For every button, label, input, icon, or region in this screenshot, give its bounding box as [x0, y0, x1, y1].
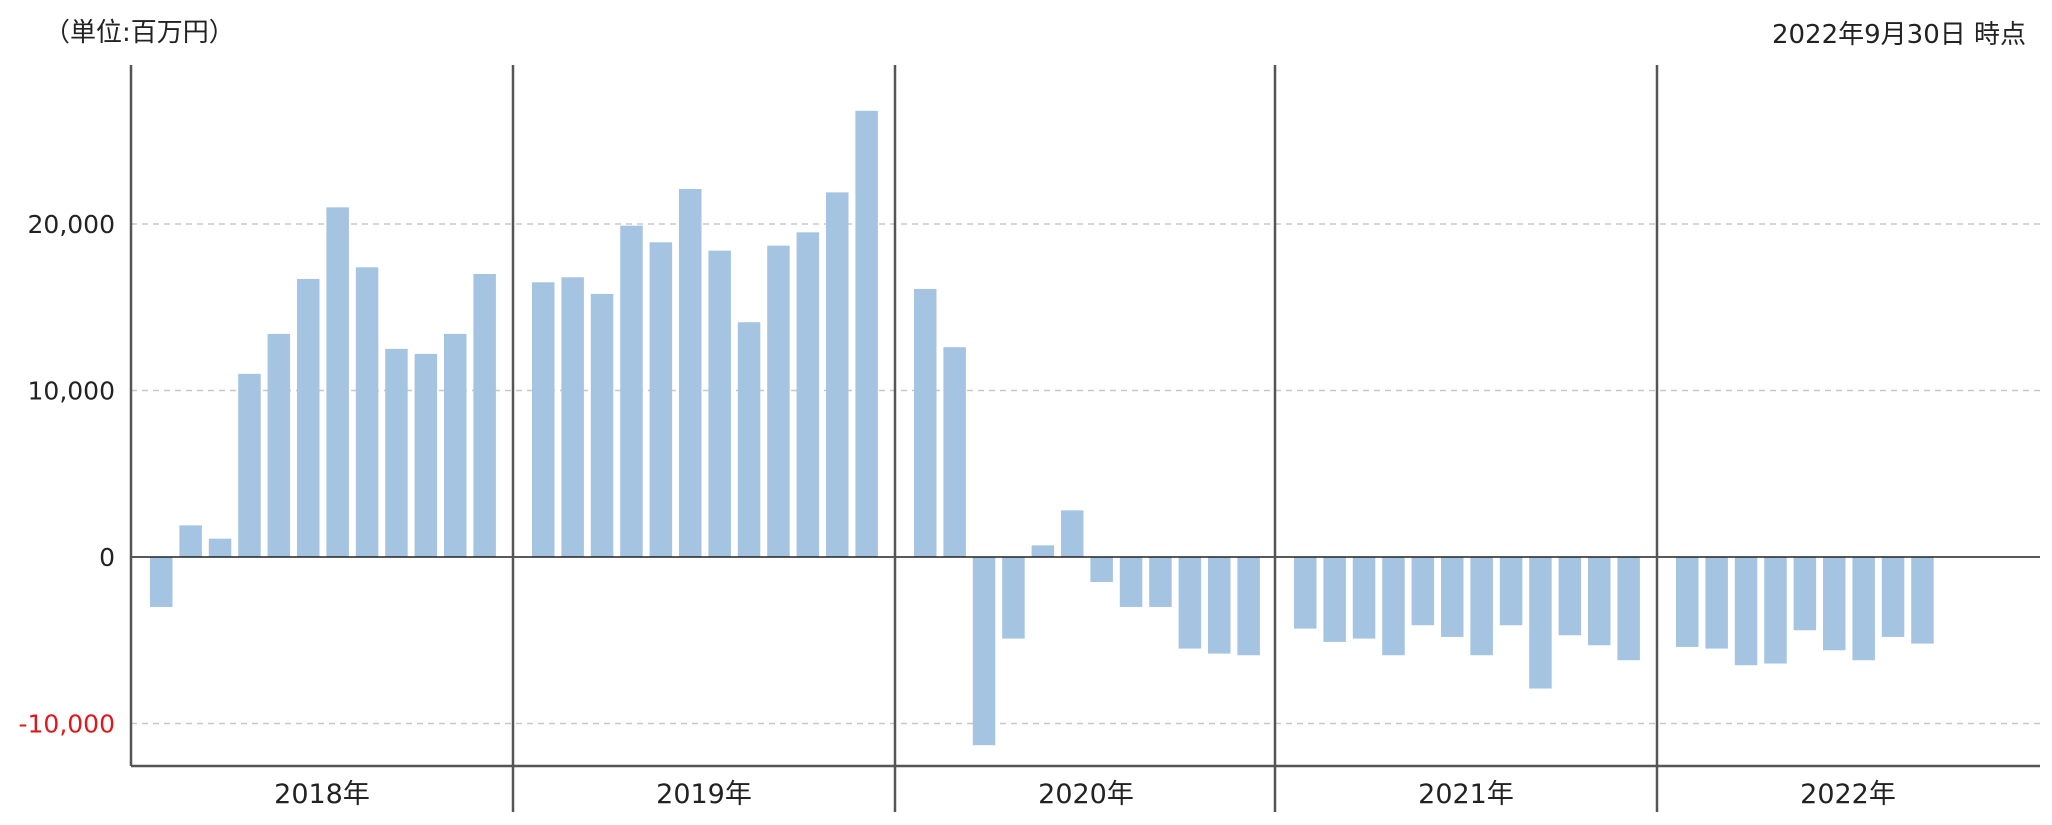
bar [1676, 557, 1699, 647]
x-year-label: 2019年 [656, 779, 752, 810]
bar [355, 267, 379, 557]
bar [1617, 557, 1640, 661]
bar [1237, 557, 1260, 656]
bar [444, 333, 467, 557]
bar [473, 273, 496, 557]
bar [767, 245, 790, 557]
bar [679, 189, 702, 557]
bar [1705, 557, 1728, 649]
bar [1734, 557, 1758, 666]
bar [1323, 557, 1346, 642]
bar [1031, 545, 1055, 557]
as-of-date: 2022年9月30日 時点 [1771, 20, 2026, 50]
bar [1411, 557, 1435, 626]
y-tick-label: -10,000 [19, 710, 116, 739]
bar [1119, 557, 1143, 607]
bar [1382, 557, 1405, 656]
bar [972, 557, 996, 746]
bar [855, 110, 878, 557]
y-tick-label: 20,000 [28, 210, 115, 239]
bar [150, 557, 173, 607]
bar [1294, 557, 1317, 629]
x-year-label: 2020年 [1038, 779, 1134, 810]
bar [1911, 557, 1934, 644]
bar [297, 278, 320, 557]
bar [1499, 557, 1523, 626]
bar [208, 538, 232, 557]
bar [826, 192, 849, 558]
bar [620, 225, 643, 558]
y-tick-label: 10,000 [28, 377, 115, 406]
bar [1352, 557, 1376, 639]
bar [1061, 510, 1084, 557]
y-tick-label: 0 [99, 543, 115, 572]
bar [1208, 557, 1231, 654]
unit-label: （単位:百万円） [44, 18, 235, 48]
bar [796, 232, 820, 557]
bar [737, 322, 761, 557]
x-year-label: 2022年 [1800, 779, 1896, 810]
bar [590, 293, 614, 557]
x-year-label: 2021年 [1418, 779, 1514, 810]
bar [1178, 557, 1202, 649]
bar [1149, 557, 1172, 607]
bar [1558, 557, 1582, 636]
axes [129, 65, 2040, 812]
bar [1793, 557, 1817, 631]
bar [561, 277, 584, 557]
bar [238, 373, 261, 557]
bar [385, 348, 408, 557]
bar [179, 525, 202, 557]
bar [1881, 557, 1905, 637]
bar [914, 288, 937, 557]
bar [943, 347, 966, 557]
bar [414, 353, 438, 557]
bar [532, 282, 555, 557]
bar [1002, 557, 1025, 639]
bar [1852, 557, 1875, 661]
bars [150, 110, 1934, 746]
bar [649, 242, 673, 557]
bar [1529, 557, 1552, 689]
bar [1823, 557, 1846, 651]
bar [1588, 557, 1611, 646]
bar [1764, 557, 1787, 664]
bar [1090, 557, 1113, 582]
bar [326, 207, 349, 557]
labels: 20,000 10,000 0 -10,000 2018年 2019年 2020年 2021年… [19, 210, 1896, 810]
bar [267, 333, 291, 557]
x-year-label: 2018年 [274, 779, 370, 810]
bar [1441, 557, 1464, 637]
bar [1470, 557, 1493, 656]
bar [708, 250, 731, 557]
